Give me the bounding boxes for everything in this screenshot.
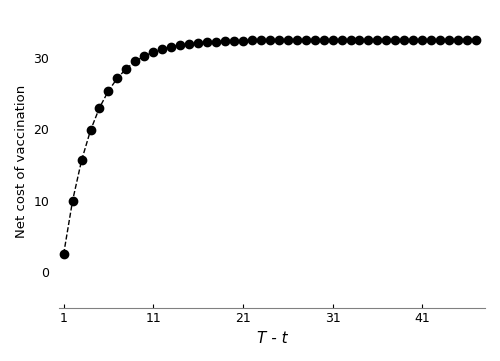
- Point: [374, 37, 382, 43]
- Point: [454, 37, 462, 43]
- Point: [212, 39, 220, 44]
- Point: [140, 53, 148, 59]
- Point: [346, 37, 354, 43]
- Point: [104, 88, 112, 93]
- Point: [463, 37, 471, 43]
- Point: [158, 46, 166, 52]
- Point: [400, 37, 408, 43]
- Point: [203, 39, 211, 45]
- Point: [382, 37, 390, 43]
- Point: [328, 37, 336, 43]
- Point: [239, 38, 247, 44]
- Point: [427, 37, 435, 43]
- Point: [266, 38, 274, 43]
- Point: [338, 37, 345, 43]
- Point: [114, 75, 122, 81]
- Y-axis label: Net cost of vaccination: Net cost of vaccination: [15, 85, 28, 238]
- X-axis label: T - t: T - t: [257, 331, 288, 346]
- Point: [132, 58, 140, 64]
- Point: [78, 157, 86, 163]
- Point: [167, 44, 175, 50]
- Point: [436, 37, 444, 43]
- Point: [310, 37, 318, 43]
- Point: [68, 198, 76, 204]
- Point: [275, 37, 283, 43]
- Point: [230, 38, 238, 44]
- Point: [392, 37, 400, 43]
- Point: [445, 37, 453, 43]
- Point: [418, 37, 426, 43]
- Point: [60, 251, 68, 257]
- Point: [185, 41, 193, 47]
- Point: [221, 38, 229, 44]
- Point: [176, 42, 184, 48]
- Point: [284, 37, 292, 43]
- Point: [410, 37, 418, 43]
- Point: [257, 38, 265, 43]
- Point: [320, 37, 328, 43]
- Point: [86, 127, 94, 133]
- Point: [122, 66, 130, 71]
- Point: [248, 38, 256, 43]
- Point: [356, 37, 364, 43]
- Point: [364, 37, 372, 43]
- Point: [194, 40, 202, 46]
- Point: [472, 37, 480, 43]
- Point: [150, 49, 158, 55]
- Point: [96, 105, 104, 110]
- Point: [302, 37, 310, 43]
- Point: [292, 37, 300, 43]
